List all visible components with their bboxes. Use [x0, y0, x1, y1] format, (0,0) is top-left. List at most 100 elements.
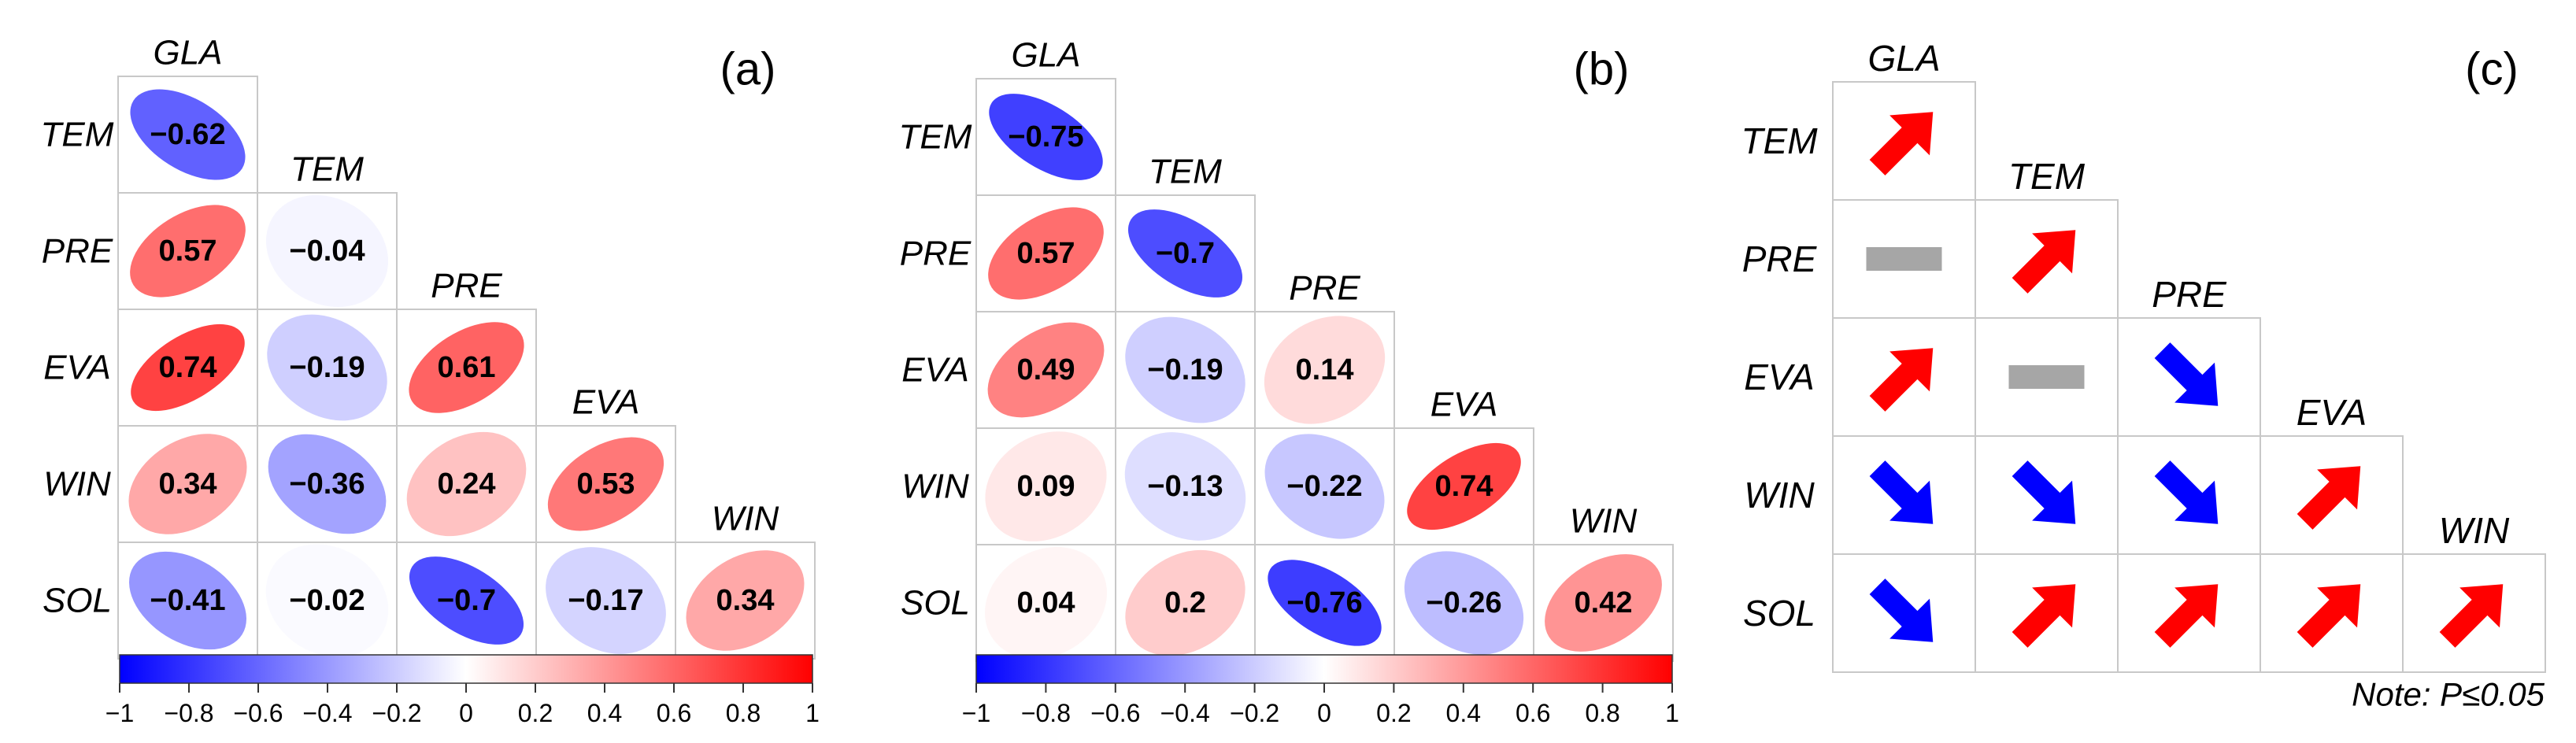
correlation-ellipse: [1124, 432, 1246, 541]
colorbar: −1 −0.8 −0.6 −0.4 −0.2 0 0.2 0.4 0.6 0.8 1: [105, 654, 820, 727]
correlation-ellipse: [1125, 316, 1245, 423]
correlation-value: −0.19: [1147, 353, 1223, 386]
up-arrow-icon: [2012, 230, 2076, 294]
cell-eva-tem: −0.19: [257, 309, 398, 427]
column-label-eva: EVA: [2297, 392, 2367, 433]
up-arrow-icon: [2297, 466, 2361, 530]
correlation-ellipse: [984, 546, 1108, 660]
row-label-tem: TEM: [1741, 120, 1818, 161]
correlation-ellipse: [1264, 316, 1386, 424]
colorbar: −1 −0.8 −0.6 −0.4 −0.2 0 0.2 0.4 0.6 0.8 1: [962, 654, 1679, 727]
no-trend-bar-icon: [2008, 365, 2085, 389]
correlation-value: 0.09: [1017, 470, 1075, 503]
cell-tem-gla: [1832, 81, 1976, 201]
column-label-pre: PRE: [1289, 269, 1360, 308]
correlation-value: −0.26: [1426, 586, 1501, 619]
correlation-ellipse: [409, 556, 524, 645]
up-arrow-icon: [2439, 584, 2504, 648]
correlation-value: −0.19: [289, 351, 365, 384]
panel-label: (a): [720, 44, 776, 95]
column-label-gla: GLA: [1867, 38, 1940, 79]
colorbar-tick-label: −0.8: [1021, 699, 1071, 727]
cell-win-gla: [1832, 435, 1976, 555]
cell-sol-eva: −0.17: [535, 542, 676, 660]
column-label-tem: TEM: [2008, 156, 2086, 197]
correlation-value: 0.74: [159, 351, 217, 384]
column-label-tem: TEM: [1149, 153, 1222, 191]
row-label-sol: SOL: [43, 582, 112, 620]
cell-win-pre: −0.22: [1254, 427, 1395, 545]
colorbar-tick-label: 1: [1665, 699, 1679, 727]
colorbar-tick-label: 0.6: [657, 699, 691, 727]
panel-label: (c): [2465, 44, 2519, 95]
row-label-tem: TEM: [41, 116, 114, 154]
correlation-value: −0.17: [568, 584, 643, 617]
colorbar-tick-label: −0.2: [1230, 699, 1279, 727]
correlation-value: −0.62: [150, 118, 225, 151]
correlation-ellipse: [130, 89, 246, 180]
column-label-tem: TEM: [291, 150, 364, 189]
colorbar-tick-label: 0.4: [587, 699, 622, 727]
cell-eva-gla: 0.74: [117, 309, 258, 427]
cell-border: [1832, 81, 1976, 201]
correlation-value: 0.24: [438, 468, 496, 501]
correlation-ellipse: [1407, 442, 1521, 530]
correlation-value: −0.7: [437, 584, 496, 617]
row-label-pre: PRE: [900, 235, 972, 273]
no-trend-bar-icon: [1866, 247, 1942, 271]
row-label-sol: SOL: [901, 584, 970, 623]
cell-win-eva: 0.53: [535, 425, 676, 543]
cell-sol-win: [2402, 553, 2546, 673]
correlation-value: 0.61: [438, 351, 496, 384]
correlation-value: −0.7: [1156, 237, 1215, 270]
cell-win-tem: [1975, 435, 2119, 555]
correlation-value: −0.22: [1286, 470, 1362, 503]
correlation-value: 0.57: [1017, 237, 1075, 270]
column-label-win: WIN: [712, 500, 779, 538]
colorbar-tick-label: 0.4: [1446, 699, 1481, 727]
cell-sol-eva: −0.26: [1393, 544, 1534, 662]
correlation-value: 0.42: [1575, 586, 1633, 619]
column-label-pre: PRE: [2152, 274, 2227, 315]
cell-sol-gla: 0.04: [975, 544, 1116, 662]
correlation-value: −0.76: [1286, 586, 1362, 619]
correlation-value: −0.41: [150, 584, 225, 617]
correlation-value: 0.34: [716, 584, 775, 617]
cell-eva-pre: 0.14: [1254, 311, 1395, 429]
correlation-ellipse: [1125, 549, 1245, 656]
up-arrow-icon: [2154, 584, 2219, 648]
column-label-gla: GLA: [153, 34, 222, 72]
colorbar-tick-label: 0.8: [1585, 699, 1619, 727]
cell-win-pre: [2117, 435, 2261, 555]
cell-pre-gla: 0.57: [975, 194, 1116, 312]
up-arrow-icon: [2297, 584, 2361, 648]
cell-eva-gla: [1832, 317, 1976, 437]
cell-tem-gla: −0.75: [975, 78, 1116, 196]
column-label-win: WIN: [1570, 502, 1638, 541]
up-arrow-icon: [2012, 584, 2076, 648]
colorbar-tick-label: 0: [459, 699, 473, 727]
correlation-value: 0.49: [1017, 353, 1075, 386]
panel-label: (b): [1574, 44, 1630, 95]
cell-pre-gla: 0.57: [117, 192, 258, 310]
colorbar-tick-label: −0.2: [372, 699, 421, 727]
significance-note: Note: P≤0.05: [2352, 676, 2545, 713]
correlation-ellipse: [406, 431, 527, 537]
colorbar-tick-label: 0.2: [518, 699, 553, 727]
correlation-ellipse: [268, 434, 387, 534]
colorbar-tick-label: 0.2: [1376, 699, 1411, 727]
correlation-value: 0.04: [1017, 586, 1075, 619]
cell-pre-tem: −0.7: [1115, 194, 1256, 312]
row-label-eva: EVA: [901, 351, 969, 390]
correlation-value: 0.53: [577, 468, 635, 501]
correlation-ellipse: [985, 431, 1107, 542]
correlation-ellipse: [265, 194, 389, 308]
colorbar-gradient: [975, 654, 1673, 684]
column-label-pre: PRE: [431, 267, 502, 305]
correlation-ellipse: [409, 322, 524, 413]
row-label-eva: EVA: [1744, 357, 1815, 397]
cell-eva-gla: 0.49: [975, 311, 1116, 429]
column-label-eva: EVA: [572, 383, 640, 422]
panel-b: TEM PRE EVA WIN SOL GLA TEM PRE EVA WIN −0.75 0.57 −…: [899, 36, 1679, 728]
